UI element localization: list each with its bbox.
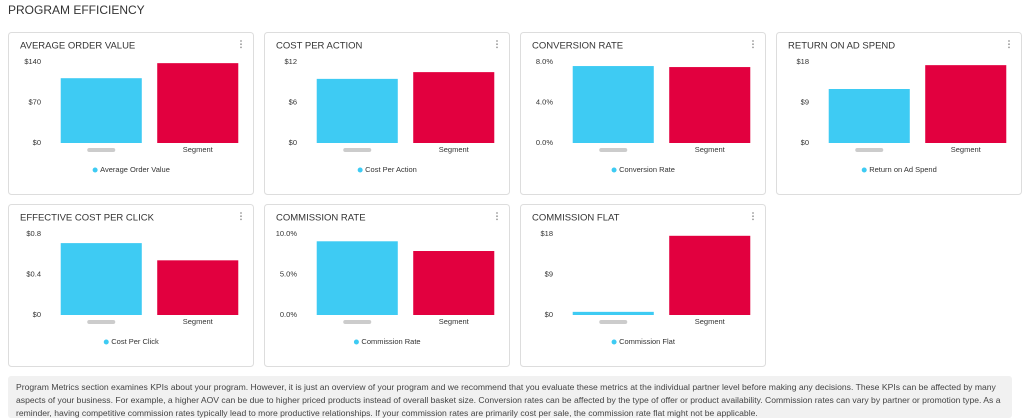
y-tick-label: $0.4	[26, 269, 41, 278]
x-tick-label: Segment	[439, 317, 470, 326]
chart-title: AVERAGE ORDER VALUE	[20, 41, 135, 52]
page-title: PROGRAM EFFICIENCY	[8, 3, 145, 17]
menu-dot	[752, 212, 754, 214]
y-tick-label: 5.0%	[280, 269, 297, 278]
y-tick-label: $0	[289, 138, 297, 147]
x-tick-label: Segment	[695, 145, 726, 154]
legend-label: Commission Flat	[619, 337, 676, 346]
bar	[157, 63, 239, 143]
y-tick-label: $18	[540, 229, 553, 238]
menu-dot	[496, 43, 498, 46]
x-tick-label: Segment	[183, 317, 214, 326]
blurred-label	[599, 148, 628, 152]
legend-label: Conversion Rate	[619, 165, 675, 174]
y-tick-label: 4.0%	[536, 97, 553, 106]
menu-dot	[240, 43, 242, 46]
y-tick-label: $0	[801, 138, 809, 147]
bar	[413, 251, 495, 315]
bar	[316, 241, 398, 315]
y-tick-label: 8.0%	[536, 57, 553, 66]
blurred-label	[855, 148, 884, 152]
menu-dot	[496, 218, 498, 221]
menu-dot	[240, 212, 242, 214]
y-tick-label: $0	[33, 310, 41, 319]
bar	[60, 243, 142, 315]
legend-label: Commission Rate	[361, 337, 420, 346]
blurred-label	[343, 148, 372, 152]
dashboard: PROGRAM EFFICIENCY AVERAGE ORDER VALUE $0…	[8, 3, 1022, 367]
blurred-label	[343, 320, 372, 324]
legend-swatch	[357, 167, 363, 173]
y-tick-label: $0.8	[26, 229, 41, 238]
menu-dot	[752, 43, 754, 46]
y-tick-label: $6	[289, 97, 297, 106]
menu-dot	[240, 46, 242, 49]
legend-swatch	[353, 339, 359, 345]
menu-dot	[1008, 40, 1010, 42]
bar	[316, 78, 398, 143]
menu-dot	[496, 212, 498, 214]
legend-label: Cost Per Click	[111, 337, 159, 346]
y-tick-label: $9	[801, 97, 809, 106]
bar	[925, 65, 1007, 143]
chart-title: COMMISSION FLAT	[532, 213, 620, 224]
legend-swatch	[611, 167, 617, 173]
bar	[413, 72, 495, 143]
info-note: Program Metrics section examines KPIs ab…	[8, 376, 1012, 418]
legend-swatch	[103, 339, 109, 345]
y-tick-label: $70	[28, 97, 41, 106]
menu-dot	[1008, 43, 1010, 46]
blurred-label	[87, 320, 116, 324]
menu-dot	[240, 40, 242, 42]
legend-label: Average Order Value	[100, 165, 170, 174]
bar	[60, 78, 142, 143]
y-tick-label: 0.0%	[280, 310, 297, 319]
y-tick-label: $0	[545, 310, 553, 319]
menu-dot	[240, 218, 242, 221]
legend-swatch	[611, 339, 617, 345]
chart-title: COMMISSION RATE	[276, 213, 366, 224]
menu-dot	[496, 215, 498, 218]
y-tick-label: $9	[545, 269, 553, 278]
y-tick-label: 10.0%	[276, 229, 298, 238]
menu-dot	[240, 215, 242, 218]
menu-dot	[752, 46, 754, 49]
legend-swatch	[861, 167, 867, 173]
x-tick-label: Segment	[951, 145, 982, 154]
menu-dot	[496, 46, 498, 49]
chart-title: EFFECTIVE COST PER CLICK	[20, 213, 155, 224]
menu-dot	[752, 215, 754, 218]
blurred-label	[87, 148, 116, 152]
menu-dot	[496, 40, 498, 42]
bar	[572, 66, 654, 143]
bar	[828, 89, 910, 143]
legend-swatch	[92, 167, 98, 173]
y-tick-label: $0	[33, 138, 41, 147]
y-tick-label: $12	[284, 57, 297, 66]
menu-dot	[752, 40, 754, 42]
menu-dot	[752, 218, 754, 221]
chart-title: CONVERSION RATE	[532, 41, 623, 52]
y-tick-label: 0.0%	[536, 138, 553, 147]
x-tick-label: Segment	[695, 317, 726, 326]
chart-title: RETURN ON AD SPEND	[788, 41, 895, 52]
legend-label: Cost Per Action	[365, 165, 417, 174]
blurred-label	[599, 320, 628, 324]
y-tick-label: $18	[796, 57, 809, 66]
bar	[572, 311, 654, 315]
menu-dot	[1008, 46, 1010, 49]
x-tick-label: Segment	[183, 145, 214, 154]
y-tick-label: $140	[24, 57, 41, 66]
chart-title: COST PER ACTION	[276, 41, 363, 52]
bar	[669, 67, 751, 143]
legend-label: Return on Ad Spend	[869, 165, 937, 174]
bar	[157, 260, 239, 315]
x-tick-label: Segment	[439, 145, 470, 154]
bar	[669, 235, 751, 315]
